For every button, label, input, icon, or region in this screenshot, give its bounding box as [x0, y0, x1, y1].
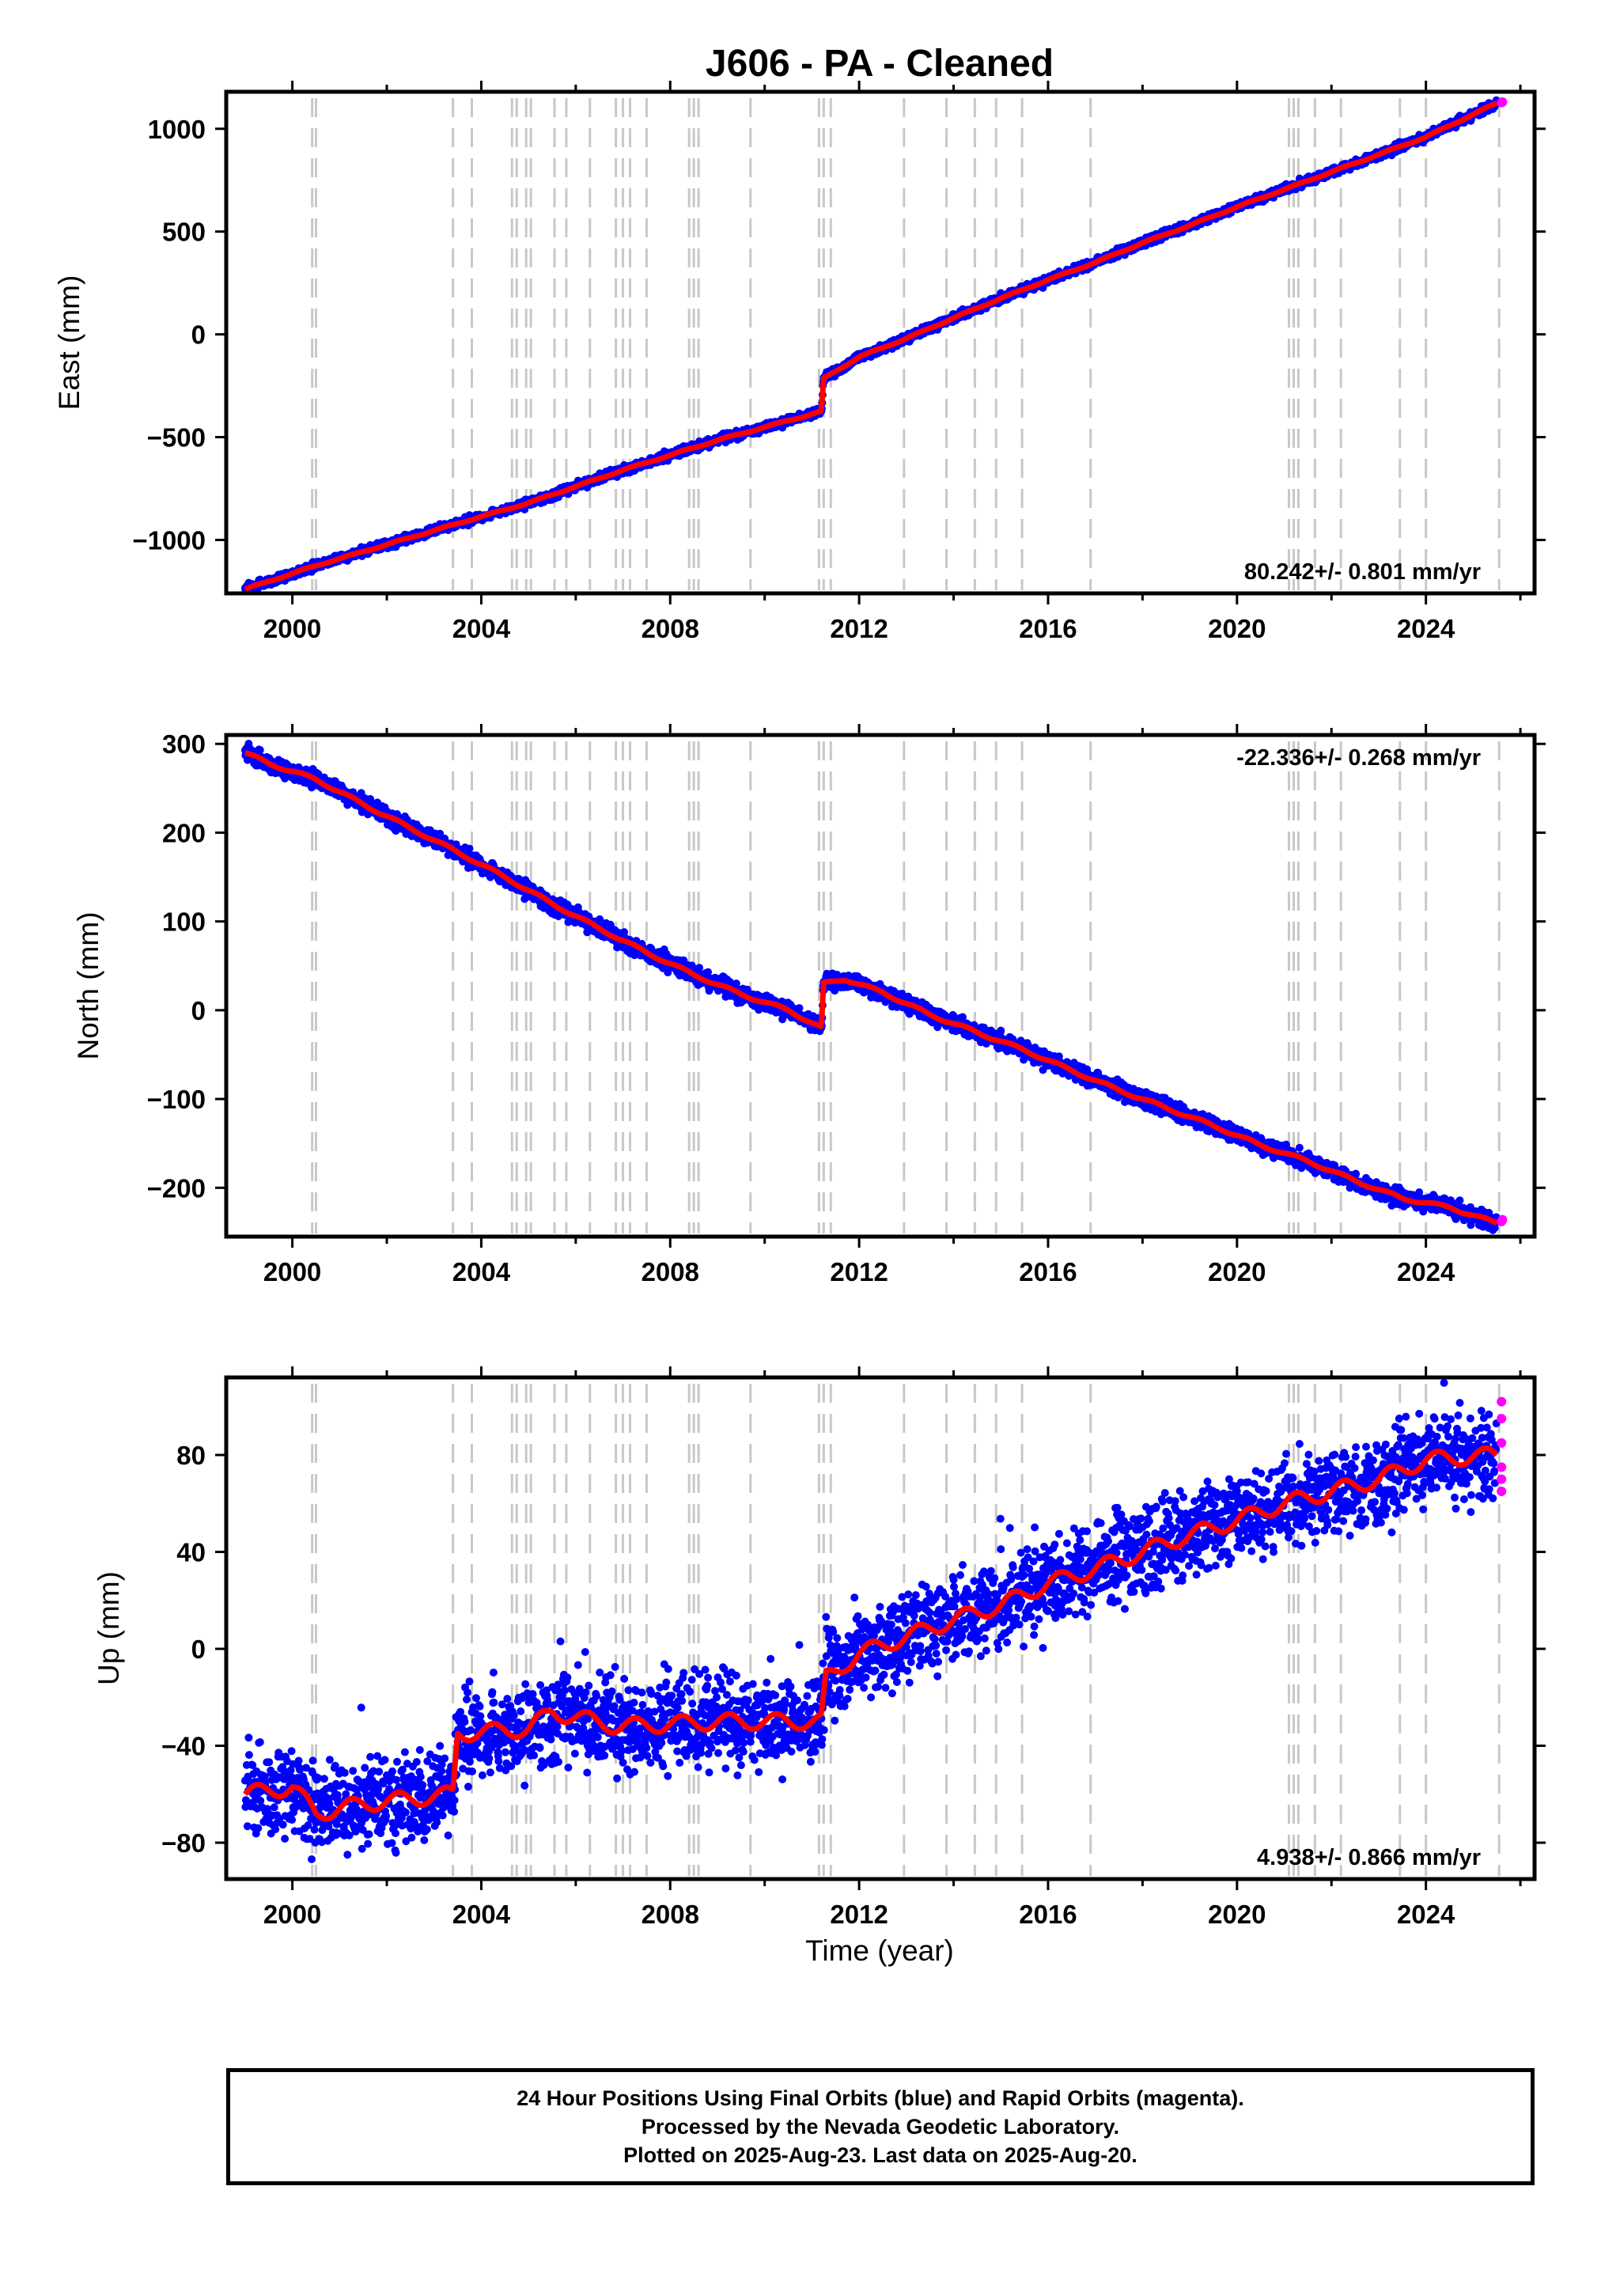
- panel-east: 2000 2004 2008 2012 2016 2020 2024 −1000 −500 0 50…: [53, 81, 1546, 643]
- final-orbit-point: [465, 844, 474, 853]
- step-lines: [311, 98, 1501, 590]
- velocity-label: 80.242+/- 0.801 mm/yr: [1244, 559, 1481, 585]
- y-axis-label: East (mm): [53, 275, 85, 411]
- x-tick-label: 2000: [263, 614, 321, 643]
- y-tick-label: −1000: [132, 525, 206, 555]
- final-orbit-points: [240, 96, 1501, 593]
- final-orbit-point: [795, 1004, 804, 1013]
- y-tick-label: 0: [191, 320, 206, 350]
- y-tick-label: 1000: [148, 115, 206, 144]
- x-tick-label: 2012: [830, 614, 888, 643]
- panel-north: 2000 2004 2008 2012 2016 2020 2024−200−1000100…: [72, 724, 1546, 1286]
- figure-title: J606 - PA - Cleaned: [706, 43, 1054, 85]
- panels: 2000 2004 2008 2012 2016 2020 2024 −1000 −500 0 50…: [53, 81, 1546, 1929]
- final-orbit-point: [695, 964, 704, 972]
- rapid-orbit-point: [1497, 97, 1508, 107]
- x-tick-label: 2020: [1208, 614, 1266, 643]
- x-tick-label: 2016: [1019, 614, 1077, 643]
- x-tick-label: 2008: [642, 614, 699, 643]
- y-ticks: [215, 127, 1546, 541]
- y-tick-label: −500: [147, 423, 206, 453]
- y-tick-label: 500: [162, 218, 206, 247]
- x-tick-label: 2024: [1397, 614, 1455, 643]
- x-tick-label: 2004: [452, 614, 511, 643]
